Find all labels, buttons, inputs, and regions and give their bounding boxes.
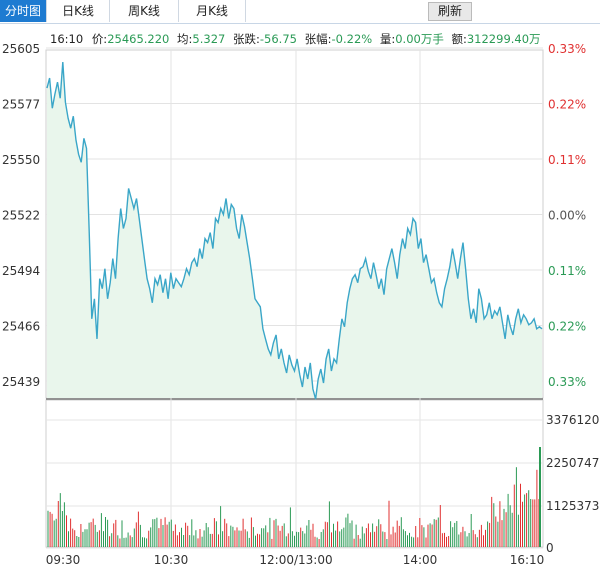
price-line xyxy=(46,61,543,400)
volume-tick-label: 3376120 xyxy=(546,413,599,427)
info-avg-label: 均: xyxy=(177,32,192,46)
refresh-button[interactable]: 刷新 xyxy=(428,2,472,21)
info-vol: 0.00万手 xyxy=(395,32,444,46)
info-pct: -0.22% xyxy=(332,32,373,46)
x-tick-label: 16:10 xyxy=(510,553,545,567)
tab-weekly-k[interactable]: 周K线 xyxy=(110,0,179,22)
volume-tick-label: 2250747 xyxy=(546,456,599,470)
info-amt-label: 额: xyxy=(451,32,466,46)
price-area xyxy=(46,61,543,400)
info-line: 16:10 价:25465.220 均:5.327 张跌:-56.75 张幅:-… xyxy=(50,32,541,46)
y-tick-label: 25605 xyxy=(2,42,40,56)
info-avg: 5.327 xyxy=(192,32,225,46)
pct-tick-label: 0.22% xyxy=(548,320,586,334)
intraday-chart: 16:10 价:25465.220 均:5.327 张跌:-56.75 张幅:-… xyxy=(2,32,599,567)
info-pct-label: 张幅: xyxy=(305,32,332,46)
x-tick-label: 09:30 xyxy=(46,553,81,567)
y-tick-label: 25522 xyxy=(2,209,40,223)
info-change-label: 张跌: xyxy=(233,32,260,46)
info-change: -56.75 xyxy=(260,32,297,46)
volume-panel-frame xyxy=(45,399,544,548)
price-area-fill xyxy=(47,62,542,400)
tab-bar: 分时图 日K线 周K线 月K线 刷新 xyxy=(0,0,600,24)
x-tick-label: 10:30 xyxy=(154,553,189,567)
tab-monthly-k[interactable]: 月K线 xyxy=(179,0,246,22)
info-time: 16:10 xyxy=(50,32,83,46)
info-amt: 312299.40万 xyxy=(467,32,541,46)
y-tick-label: 25466 xyxy=(2,320,40,334)
pct-tick-label: 0.11% xyxy=(548,153,586,167)
axis-labels: 25605 0.33% 25577 0.22% 25550 0.11% 25522 0.00%… xyxy=(2,42,599,567)
volume-tick-label: 0 xyxy=(546,541,554,555)
volume-tick-label: 1125373 xyxy=(546,499,599,513)
y-tick-label: 25494 xyxy=(2,264,40,278)
tab-daily-k[interactable]: 日K线 xyxy=(47,0,110,22)
y-tick-label: 25577 xyxy=(2,98,40,112)
pct-tick-label: 0.22% xyxy=(548,98,586,112)
y-tick-label: 25550 xyxy=(2,153,40,167)
pct-tick-label: 0.33% xyxy=(548,42,586,56)
info-price: 25465.220 xyxy=(107,32,169,46)
tab-intraday[interactable]: 分时图 xyxy=(0,0,47,22)
x-tick-label: 14:00 xyxy=(403,553,438,567)
pct-tick-label: 0.33% xyxy=(548,375,586,389)
volume-bars xyxy=(47,447,541,547)
y-tick-label: 25439 xyxy=(2,375,40,389)
pct-tick-label: 0.11% xyxy=(548,264,586,278)
pct-tick-label: 0.00% xyxy=(548,209,586,223)
info-price-label: 价: xyxy=(92,32,107,46)
info-vol-label: 量: xyxy=(380,32,395,46)
x-tick-label: 12:00/13:00 xyxy=(259,553,332,567)
